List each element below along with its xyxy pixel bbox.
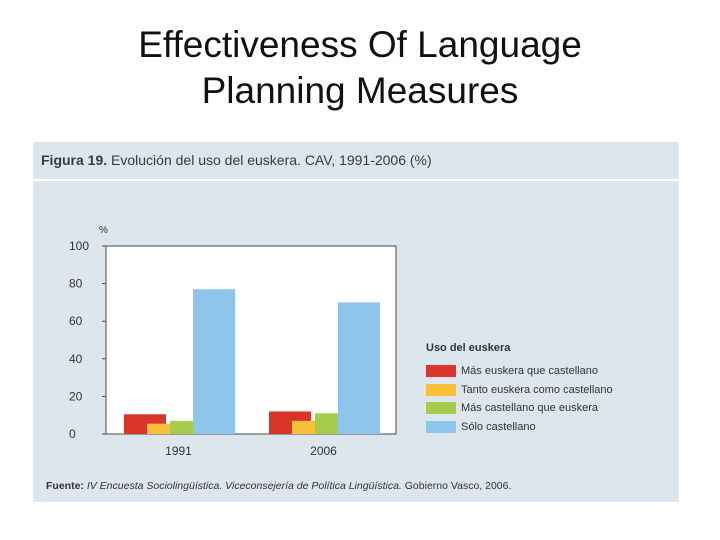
- legend-label: Más euskera que castellano: [461, 365, 598, 378]
- legend-item: Sólo castellano: [426, 418, 656, 437]
- y-tick-label: 80: [69, 277, 83, 291]
- y-tick-label: 0: [69, 427, 76, 441]
- legend-swatch: [426, 383, 456, 396]
- y-tick-label: 20: [69, 389, 83, 403]
- figure-caption-text: Evolución del uso del euskera. CAV, 1991…: [111, 152, 432, 168]
- bar-4-2006: [338, 302, 380, 434]
- legend-swatch: [426, 365, 456, 378]
- legend-item: Más castellano que euskera: [426, 399, 656, 418]
- x-tick-label: 1991: [165, 444, 192, 458]
- legend-label: Sólo castellano: [461, 420, 536, 433]
- figure-number: Figura 19.: [41, 152, 108, 168]
- figure-panel: Figura 19. Evolución del uso del euskera…: [33, 142, 679, 502]
- legend-title: Uso del euskera: [426, 342, 511, 354]
- slide-title: Effectiveness Of Language Planning Measu…: [0, 22, 720, 114]
- figure-caption-bar: Figura 19. Evolución del uso del euskera…: [33, 142, 679, 181]
- legend-swatch: [426, 420, 456, 433]
- y-tick-label: 40: [69, 352, 83, 366]
- source-publication: IV Encuesta Sociolingüística. Viceconsej…: [86, 480, 402, 492]
- y-axis-label: %: [99, 225, 108, 236]
- legend-swatch: [426, 402, 456, 415]
- legend-label: Tanto euskera como castellano: [461, 383, 613, 396]
- figure-caption: Figura 19. Evolución del uso del euskera…: [41, 152, 432, 168]
- legend-item: Más euskera que castellano: [426, 362, 656, 381]
- x-tick-label: 2006: [310, 444, 337, 458]
- figure-source: Fuente: IV Encuesta Sociolingüística. Vi…: [46, 480, 511, 492]
- slide-title-line-1: Effectiveness Of Language: [138, 24, 582, 65]
- bar-2-1991: [147, 423, 189, 434]
- slide-title-line-2: Planning Measures: [201, 70, 519, 111]
- bar-4-1991: [193, 289, 235, 434]
- y-tick-label: 100: [69, 239, 89, 253]
- legend-item: Tanto euskera como castellano: [426, 381, 656, 400]
- legend-label: Más castellano que euskera: [461, 402, 598, 415]
- legend-items: Más euskera que castellano Tanto euskera …: [426, 362, 656, 436]
- source-label: Fuente:: [46, 480, 84, 492]
- y-tick-label: 60: [69, 314, 83, 328]
- source-publisher: Gobierno Vasco, 2006.: [404, 480, 512, 492]
- bar-chart: 0 20 40 60 80 100% 1991 2006: [69, 225, 397, 458]
- chart-legend: Uso del euskera Más euskera que castella…: [426, 342, 656, 436]
